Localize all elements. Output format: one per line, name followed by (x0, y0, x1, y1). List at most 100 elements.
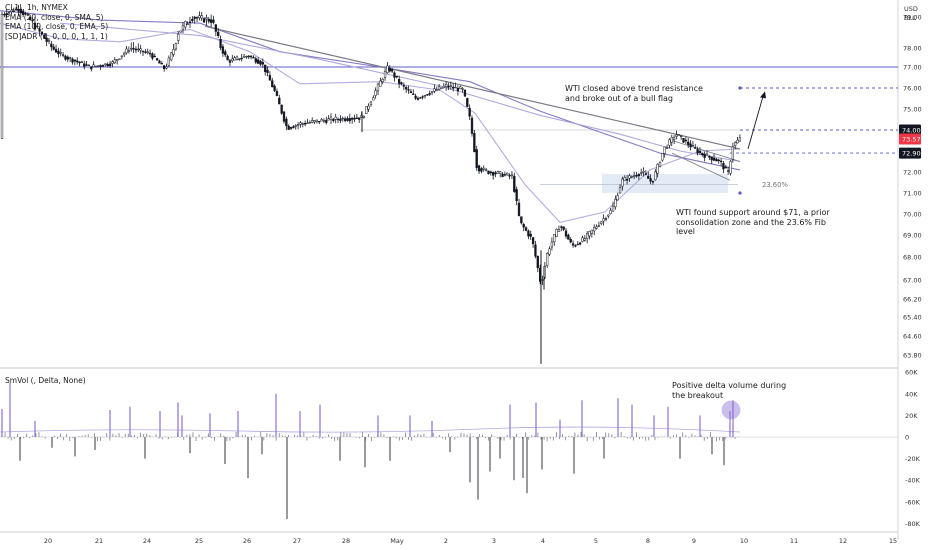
price-tick-label: 79.00 (903, 14, 922, 22)
candle-body (433, 88, 436, 92)
candle-body (252, 57, 255, 59)
candle-body (346, 118, 349, 121)
candle-body (369, 101, 373, 105)
price-tick-label: 65.40 (903, 314, 922, 322)
candle-body (590, 229, 594, 234)
candle-body (36, 25, 39, 28)
candle-body (593, 227, 596, 232)
candle-body (26, 14, 30, 16)
price-tick-label: 78.00 (903, 45, 922, 53)
candle-body (57, 50, 60, 55)
candle-body (517, 202, 521, 216)
candle-body (71, 58, 74, 63)
candle-body (508, 175, 511, 177)
candle-body (47, 40, 51, 42)
candle-body (106, 64, 109, 67)
candle-body (421, 96, 424, 98)
candle-body (463, 89, 467, 97)
candle-body (137, 48, 140, 51)
candle-body (130, 48, 133, 50)
time-tick-label: 24 (143, 537, 151, 545)
candle-body (515, 189, 518, 202)
price-badge (899, 124, 921, 136)
candle-body (456, 88, 460, 92)
symbol-title[interactable]: CL1!, 1h, NYMEX (5, 3, 68, 12)
candle-body (198, 15, 201, 19)
candle-body (381, 78, 384, 83)
candle-body (560, 226, 563, 228)
candle-body (318, 121, 321, 123)
time-tick-label: 10 (740, 537, 748, 545)
candle-body (428, 93, 431, 95)
projection-arrow-head (760, 91, 766, 99)
volume-tick-label: -40K (905, 477, 921, 485)
candle-body (534, 244, 537, 257)
candle-body (390, 69, 394, 72)
candle-body (703, 153, 706, 158)
candle-body (273, 85, 276, 91)
candle-body (734, 142, 737, 146)
ema20-legend[interactable]: EMA (20, close, 0, SMA, 5) (5, 12, 104, 22)
candle-body (618, 187, 622, 194)
volume-legend[interactable]: SmVol (, Delta, None) (5, 376, 86, 385)
candle-body (564, 230, 568, 237)
candle-body (167, 57, 170, 66)
breakout-annotation: WTI closed above trend resistance and br… (565, 84, 703, 103)
candle-body (289, 127, 293, 129)
price-tick-label: 63.80 (903, 352, 922, 360)
candle-body (186, 23, 189, 26)
price-tick-label: 67.00 (903, 277, 922, 285)
delta-highlight-circle (721, 400, 741, 420)
series-line-1 (0, 10, 741, 171)
time-tick-label: 4 (541, 537, 545, 545)
candle-body (179, 30, 182, 33)
candle-body (165, 66, 168, 69)
candle-body (231, 58, 234, 61)
candle-body (414, 95, 417, 99)
candle-body (611, 205, 615, 212)
candle-body (477, 165, 481, 172)
candle-body (296, 124, 300, 126)
candle-body (24, 12, 27, 15)
candle-body (522, 224, 525, 228)
candle-body (376, 83, 380, 92)
candle-body (670, 137, 673, 143)
time-tick-label: 9 (692, 537, 696, 545)
candle-body (348, 118, 351, 122)
candle-body (287, 125, 290, 130)
candle-body (78, 61, 81, 64)
candle-body (174, 43, 178, 50)
candle-body (266, 69, 269, 74)
adr-legend[interactable]: [SD]ADR (1, 0, 0, 0, 1, 1, 1) (5, 31, 108, 41)
candle-body (336, 118, 340, 121)
candle-body (111, 61, 114, 64)
price-tick-label: 64.60 (903, 333, 922, 341)
candle-body (226, 55, 229, 61)
candle-body (191, 18, 194, 21)
candle-body (17, 9, 20, 12)
candle-body (212, 19, 215, 23)
candle-body (235, 56, 239, 60)
candle-body (468, 107, 471, 117)
currency-label: USD (904, 5, 918, 13)
price-tick-label: 66.20 (903, 296, 922, 304)
candle-body (61, 54, 65, 56)
candle-body (435, 89, 438, 91)
candle-body (308, 122, 312, 124)
price-badge-label: 74.00 (902, 127, 921, 135)
candle-body (195, 17, 199, 19)
time-tick-label: 26 (243, 537, 251, 545)
price-tick-label: 75.00 (903, 106, 922, 114)
candle-body (689, 143, 692, 148)
candle-body (278, 97, 281, 105)
candle-body (642, 171, 645, 173)
ema100-legend[interactable]: EMA (100, close, 0, EMA, 5) (5, 22, 109, 32)
support-annotation: WTI found support around $71, a prior co… (676, 208, 830, 236)
candle-body (247, 55, 250, 58)
price-tick-label: 68.00 (903, 254, 922, 262)
candle-body (416, 97, 420, 100)
candle-body (412, 93, 415, 95)
candle-body (38, 28, 41, 32)
candle-body (625, 178, 629, 181)
